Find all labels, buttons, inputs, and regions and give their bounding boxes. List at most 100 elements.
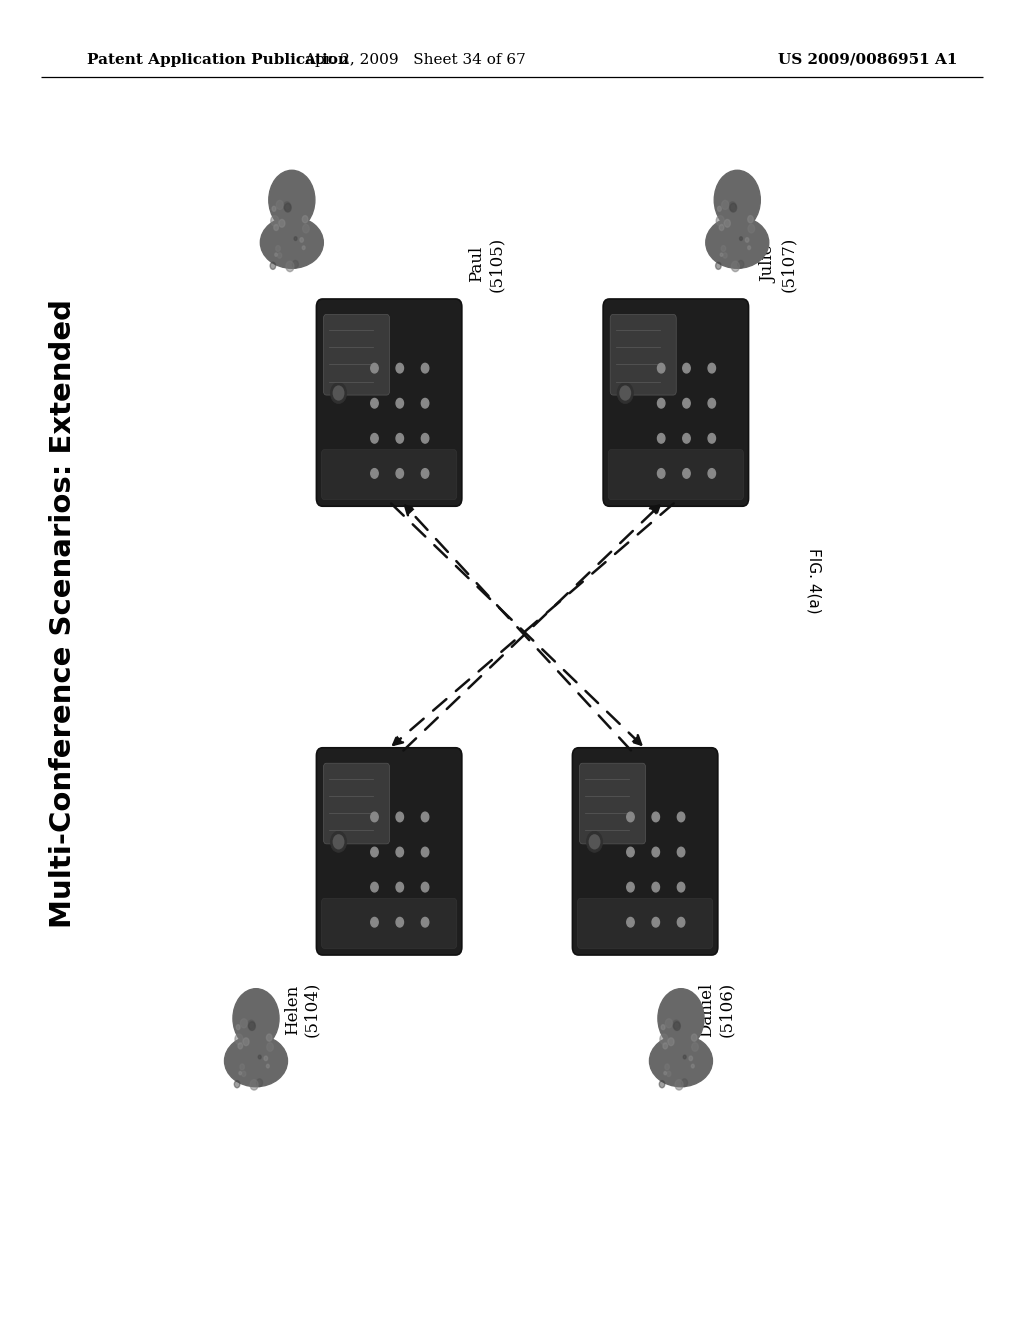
Circle shape [421, 812, 429, 822]
FancyBboxPatch shape [603, 300, 749, 507]
FancyBboxPatch shape [322, 899, 457, 948]
Circle shape [627, 812, 634, 822]
Circle shape [627, 917, 634, 927]
Circle shape [331, 383, 347, 404]
Circle shape [675, 1080, 683, 1090]
Circle shape [293, 260, 298, 268]
Circle shape [657, 469, 665, 478]
Circle shape [708, 469, 716, 478]
Circle shape [665, 1064, 670, 1069]
Circle shape [708, 363, 716, 374]
Circle shape [674, 1022, 680, 1031]
Circle shape [730, 203, 736, 213]
Circle shape [396, 917, 403, 927]
Circle shape [333, 834, 344, 850]
Circle shape [279, 219, 285, 227]
Circle shape [652, 882, 659, 892]
Circle shape [234, 1081, 240, 1088]
Circle shape [242, 1072, 246, 1077]
Circle shape [739, 236, 742, 240]
Circle shape [738, 260, 743, 268]
Circle shape [268, 170, 315, 230]
Circle shape [745, 238, 749, 243]
Circle shape [250, 1080, 258, 1090]
Circle shape [257, 1078, 262, 1086]
Circle shape [421, 882, 429, 892]
Circle shape [421, 433, 429, 444]
Circle shape [421, 469, 429, 478]
Text: FIG. 4(a): FIG. 4(a) [807, 548, 821, 614]
Circle shape [722, 201, 729, 210]
FancyBboxPatch shape [580, 763, 645, 843]
Circle shape [657, 399, 665, 408]
Circle shape [691, 1034, 697, 1041]
Circle shape [248, 1020, 255, 1028]
Ellipse shape [649, 1035, 713, 1086]
FancyBboxPatch shape [322, 450, 457, 500]
Circle shape [748, 246, 751, 249]
Circle shape [677, 917, 685, 927]
Circle shape [708, 399, 716, 408]
Circle shape [677, 812, 685, 822]
Text: Daniel
(5106): Daniel (5106) [698, 982, 735, 1038]
Circle shape [421, 847, 429, 857]
Circle shape [396, 399, 403, 408]
Circle shape [258, 1055, 261, 1059]
Circle shape [284, 202, 291, 210]
Circle shape [371, 847, 378, 857]
Circle shape [396, 812, 403, 822]
FancyBboxPatch shape [608, 450, 743, 500]
Circle shape [371, 363, 378, 374]
Circle shape [266, 1043, 273, 1051]
Circle shape [721, 246, 726, 251]
Circle shape [278, 253, 282, 259]
Circle shape [589, 834, 600, 850]
Circle shape [266, 1064, 269, 1068]
Circle shape [333, 385, 344, 401]
Circle shape [302, 224, 309, 232]
Text: Paul
(5105): Paul (5105) [468, 236, 505, 292]
Circle shape [652, 917, 659, 927]
Circle shape [371, 812, 378, 822]
Ellipse shape [706, 216, 769, 268]
Circle shape [239, 1072, 242, 1074]
Circle shape [662, 1024, 665, 1030]
Circle shape [300, 238, 303, 243]
Circle shape [249, 1022, 255, 1031]
Circle shape [286, 261, 294, 272]
Circle shape [720, 253, 723, 256]
Bar [674, 1032, 689, 1051]
Circle shape [748, 215, 754, 223]
Circle shape [716, 215, 724, 226]
Circle shape [708, 433, 716, 444]
Circle shape [285, 203, 291, 213]
Circle shape [666, 1019, 673, 1028]
Bar [284, 214, 299, 232]
Circle shape [371, 882, 378, 892]
Circle shape [748, 224, 755, 232]
Text: Patent Application Publication: Patent Application Publication [87, 53, 349, 67]
Circle shape [667, 1072, 671, 1077]
Circle shape [264, 1056, 267, 1061]
Circle shape [689, 1056, 692, 1061]
Circle shape [714, 170, 760, 230]
Bar [729, 214, 745, 232]
Circle shape [723, 253, 727, 259]
FancyBboxPatch shape [572, 747, 718, 956]
Text: US 2009/0086951 A1: US 2009/0086951 A1 [778, 53, 957, 67]
Circle shape [652, 847, 659, 857]
Circle shape [627, 847, 634, 857]
Circle shape [658, 989, 705, 1048]
Circle shape [276, 201, 284, 210]
Circle shape [668, 1038, 674, 1045]
Circle shape [233, 989, 279, 1048]
Circle shape [587, 832, 603, 853]
Text: Helen
(5104): Helen (5104) [284, 982, 321, 1038]
Circle shape [620, 385, 631, 401]
Circle shape [691, 1064, 694, 1068]
Ellipse shape [260, 216, 324, 268]
Circle shape [716, 263, 721, 269]
Circle shape [331, 832, 347, 853]
Circle shape [718, 206, 721, 211]
Circle shape [270, 215, 279, 226]
